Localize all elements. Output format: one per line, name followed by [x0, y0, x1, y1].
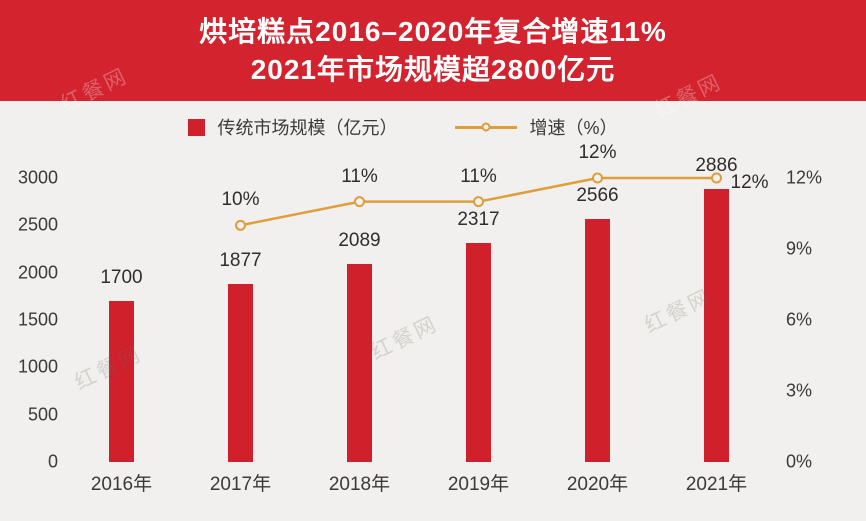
plot-area: 1700 1877 2089 2317 2566 2886 10% 11% 11% 12% 12%: [62, 142, 776, 462]
bar-value-label: 1700: [100, 267, 143, 289]
left-y-axis: 0 500 1000 1500 2000 2500 3000: [6, 168, 58, 472]
line-legend-swatch-icon: [455, 122, 518, 132]
x-axis-label: 2020年: [566, 474, 629, 495]
bar-value-label: 2317: [457, 208, 500, 230]
right-axis-tick-label: 12%: [786, 167, 823, 188]
bar-2016年: [109, 301, 134, 462]
growth-point-label: 12%: [730, 172, 769, 193]
right-axis-tick-label: 0%: [786, 451, 813, 472]
legend-item-bar: 传统市场规模（亿元）: [188, 114, 397, 140]
right-axis-tick-label: 6%: [786, 309, 813, 330]
growth-point-label: 12%: [578, 142, 617, 163]
growth-point-marker-icon: [235, 219, 246, 231]
left-axis-tick-label: 0: [47, 451, 58, 472]
x-axis: 2016年 2017年 2018年 2019年 2020年 2021年: [62, 469, 776, 496]
left-axis-tick-label: 2000: [17, 262, 58, 283]
bar-value-label: 2089: [338, 230, 381, 252]
bar-2019年: [466, 242, 491, 462]
growth-line: [235, 172, 722, 231]
growth-point-marker-icon: [711, 172, 722, 184]
growth-point-label: 10%: [221, 189, 260, 211]
legend-item-line: 增速（%）: [455, 114, 618, 140]
left-axis-tick-label: 1500: [17, 309, 58, 330]
left-axis-tick-label: 2500: [17, 214, 58, 235]
line-legend-marker-icon: [481, 122, 491, 132]
bar-value-label: 2566: [576, 185, 619, 207]
bar-2021年: [704, 188, 729, 462]
left-axis-tick-label: 1000: [17, 356, 58, 377]
growth-point-marker-icon: [592, 172, 603, 184]
bar-legend-swatch-icon: [188, 118, 206, 136]
chart-title-line1: 烘培糕点2016–2020年复合增速11%: [199, 15, 667, 47]
x-axis-label: 2016年: [90, 474, 153, 495]
x-axis-label: 2018年: [328, 474, 391, 495]
left-axis-tick-label: 3000: [17, 167, 58, 188]
bar-value-label: 1877: [219, 250, 262, 272]
right-y-axis: 0% 3% 6% 9% 12%: [786, 168, 860, 472]
title-banner: 烘培糕点2016–2020年复合增速11% 2021年市场规模超2800亿元: [0, 0, 866, 101]
growth-point-marker-icon: [473, 196, 484, 208]
growth-point-marker-icon: [354, 196, 365, 208]
left-axis-tick-label: 500: [27, 404, 58, 425]
growth-point-label: 11%: [341, 165, 378, 187]
bar-2018年: [347, 264, 372, 462]
growth-point-label: 11%: [460, 165, 497, 187]
right-axis-tick-label: 3%: [786, 380, 813, 401]
legend-bar-label: 传统市场规模（亿元）: [217, 118, 398, 138]
bar-value-label: 2886: [695, 154, 738, 176]
chart-legend: 传统市场规模（亿元） 增速（%）: [0, 114, 836, 140]
bar-2020年: [585, 219, 610, 462]
right-axis-tick-label: 9%: [786, 238, 813, 259]
x-axis-label: 2021年: [685, 474, 748, 495]
bar-2017年: [228, 284, 253, 462]
x-axis-label: 2017年: [209, 474, 272, 495]
legend-line-label: 增速（%）: [529, 118, 618, 138]
x-axis-label: 2019年: [447, 474, 510, 495]
chart-title-line2: 2021年市场规模超2800亿元: [250, 53, 616, 85]
